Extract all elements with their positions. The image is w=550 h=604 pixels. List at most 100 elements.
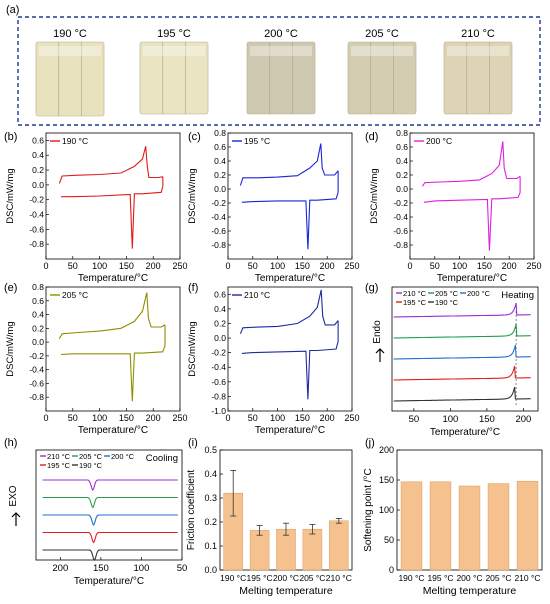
y-tick-label: 0.4	[214, 304, 226, 314]
x-tick-label: 100	[442, 414, 458, 425]
y-tick-label: 0.4	[214, 156, 226, 166]
x-tick-label: 0	[43, 413, 48, 423]
photo-frame	[17, 16, 541, 126]
x-tick-label: 210 °C	[514, 573, 540, 583]
y-tick-label: 200	[379, 445, 394, 455]
sample-block	[35, 41, 105, 117]
series-line	[42, 514, 178, 526]
y-tick-label: 0.0	[32, 180, 44, 190]
x-tick-label: 150	[295, 261, 310, 271]
dsc-chart-e: 0 50 100 150 200 250 0.8 0.6 0.4 0.2 0.0 -0.2 -0.4 -0…	[5, 282, 188, 436]
panel-label-f: (f)	[188, 282, 198, 294]
sample-photo: 200 °C	[246, 28, 316, 115]
legend-label: 205 °C	[435, 289, 459, 298]
series-line	[393, 302, 531, 318]
x-axis-label: Temperature/°C	[255, 425, 325, 436]
bar	[329, 520, 349, 571]
y-tick-label: -0.4	[29, 210, 44, 220]
legend-label: 195 °C	[403, 298, 427, 307]
x-tick-label: 0	[225, 261, 230, 271]
x-tick-label: 190 °C	[220, 573, 246, 583]
series-line	[393, 323, 531, 339]
y-axis-label: DSC/mW/mg	[187, 168, 198, 223]
heating-curve	[58, 146, 163, 184]
x-tick-label: 250	[172, 261, 187, 271]
photo-label: 200 °C	[264, 28, 298, 40]
dsc-chart-d: 0 50 100 150 200 250 0.8 0.6 0.4 0.2 0.0 -0.2 -0.4 -0…	[369, 128, 542, 284]
y-tick-label: 0.0	[214, 333, 226, 343]
bar	[458, 485, 481, 571]
x-tick-label: 50	[68, 413, 78, 423]
series-line	[393, 386, 531, 402]
y-tick-label: -0.8	[29, 239, 44, 249]
dsc-chart-b: 0 50 100 150 200 250 0.6 0.4 0.2 0.0 -0.2 -0.4 -0.6 -…	[5, 132, 188, 284]
x-tick-label: 150	[295, 413, 310, 423]
sample-block	[347, 41, 417, 115]
y-tick-label: 0.4	[204, 469, 217, 479]
y-tick-label: -0.6	[211, 226, 226, 236]
cooling-curve	[241, 192, 339, 250]
panel-label-c: (c)	[188, 131, 201, 143]
y-tick-label: -0.8	[393, 240, 408, 250]
bar-chart-j: 0 50 100 150 200 190 °C 195 °C 200 °C 205 °C 210 …	[363, 445, 543, 597]
panel-label-i: (i)	[188, 437, 198, 449]
x-axis-label: Temperature/°C	[74, 576, 144, 587]
legend-label: 205 °C	[79, 452, 103, 461]
bar	[487, 483, 510, 571]
sample-block	[443, 41, 513, 115]
legend-label: 210 °C	[244, 290, 270, 300]
y-axis-label: DSC/mW/mg	[369, 168, 380, 223]
panel-label-h: (h)	[4, 437, 17, 449]
x-tick-label: 0	[407, 261, 412, 271]
x-tick-label: 100	[92, 261, 107, 271]
y-tick-label: -0.2	[29, 351, 44, 361]
y-tick-label: 150	[379, 475, 394, 485]
chart-mode-label: Heating	[501, 290, 534, 301]
endo-axis-label: Endo	[372, 320, 383, 344]
y-tick-label: 0.2	[204, 517, 217, 527]
x-tick-label: 150	[93, 563, 109, 574]
exo-axis-label: EXO	[8, 485, 19, 506]
sample-photo: 205 °C	[347, 28, 417, 115]
exo-arrow-icon	[11, 512, 21, 526]
photo-label: 210 °C	[461, 28, 495, 40]
x-tick-label: 50	[177, 563, 188, 574]
y-tick-label: 0.1	[204, 541, 217, 551]
x-axis-label: Melting temperature	[423, 585, 517, 597]
plot-frame	[391, 286, 539, 412]
x-tick-label: 190 °C	[398, 573, 424, 583]
x-tick-label: 205 °C	[299, 573, 325, 583]
y-tick-label: 50	[384, 535, 394, 545]
plot-frame	[45, 286, 181, 412]
x-tick-label: 250	[344, 261, 359, 271]
heating-curve	[58, 292, 166, 339]
y-tick-label: 0.6	[214, 142, 226, 152]
sample-block	[139, 41, 209, 115]
legend-label: 200 °C	[111, 452, 135, 461]
x-tick-label: 0	[225, 413, 230, 423]
sample-photo: 190 °C	[35, 28, 105, 117]
bar	[249, 530, 270, 571]
series-line	[42, 479, 178, 491]
y-tick-label: -0.6	[393, 226, 408, 236]
x-tick-label: 0	[43, 261, 48, 271]
panel-label-d: (d)	[365, 131, 378, 143]
x-axis-label: Temperature/°C	[430, 427, 500, 438]
y-tick-label: 0.6	[214, 289, 226, 299]
x-tick-label: 100	[92, 413, 107, 423]
y-tick-label: 0.0	[32, 337, 44, 347]
y-tick-label: -0.2	[211, 198, 226, 208]
y-axis-label: Softening point /°C	[363, 468, 374, 552]
y-tick-label: 0.2	[214, 170, 226, 180]
y-tick-label: 0.2	[396, 170, 408, 180]
heating-curve	[239, 143, 339, 186]
y-tick-label: 100	[379, 505, 394, 515]
y-tick-label: -0.4	[211, 212, 226, 222]
x-tick-label: 150	[119, 261, 134, 271]
y-tick-label: 0.2	[214, 318, 226, 328]
y-tick-label: -0.8	[29, 392, 44, 402]
dsc-chart-f: 0 50 100 150 200 250 0.6 0.4 0.2 0.0 -0.2 -0.4 -0.6 -…	[187, 286, 360, 436]
y-tick-label: -0.8	[211, 240, 226, 250]
sample-highlight	[143, 46, 205, 56]
